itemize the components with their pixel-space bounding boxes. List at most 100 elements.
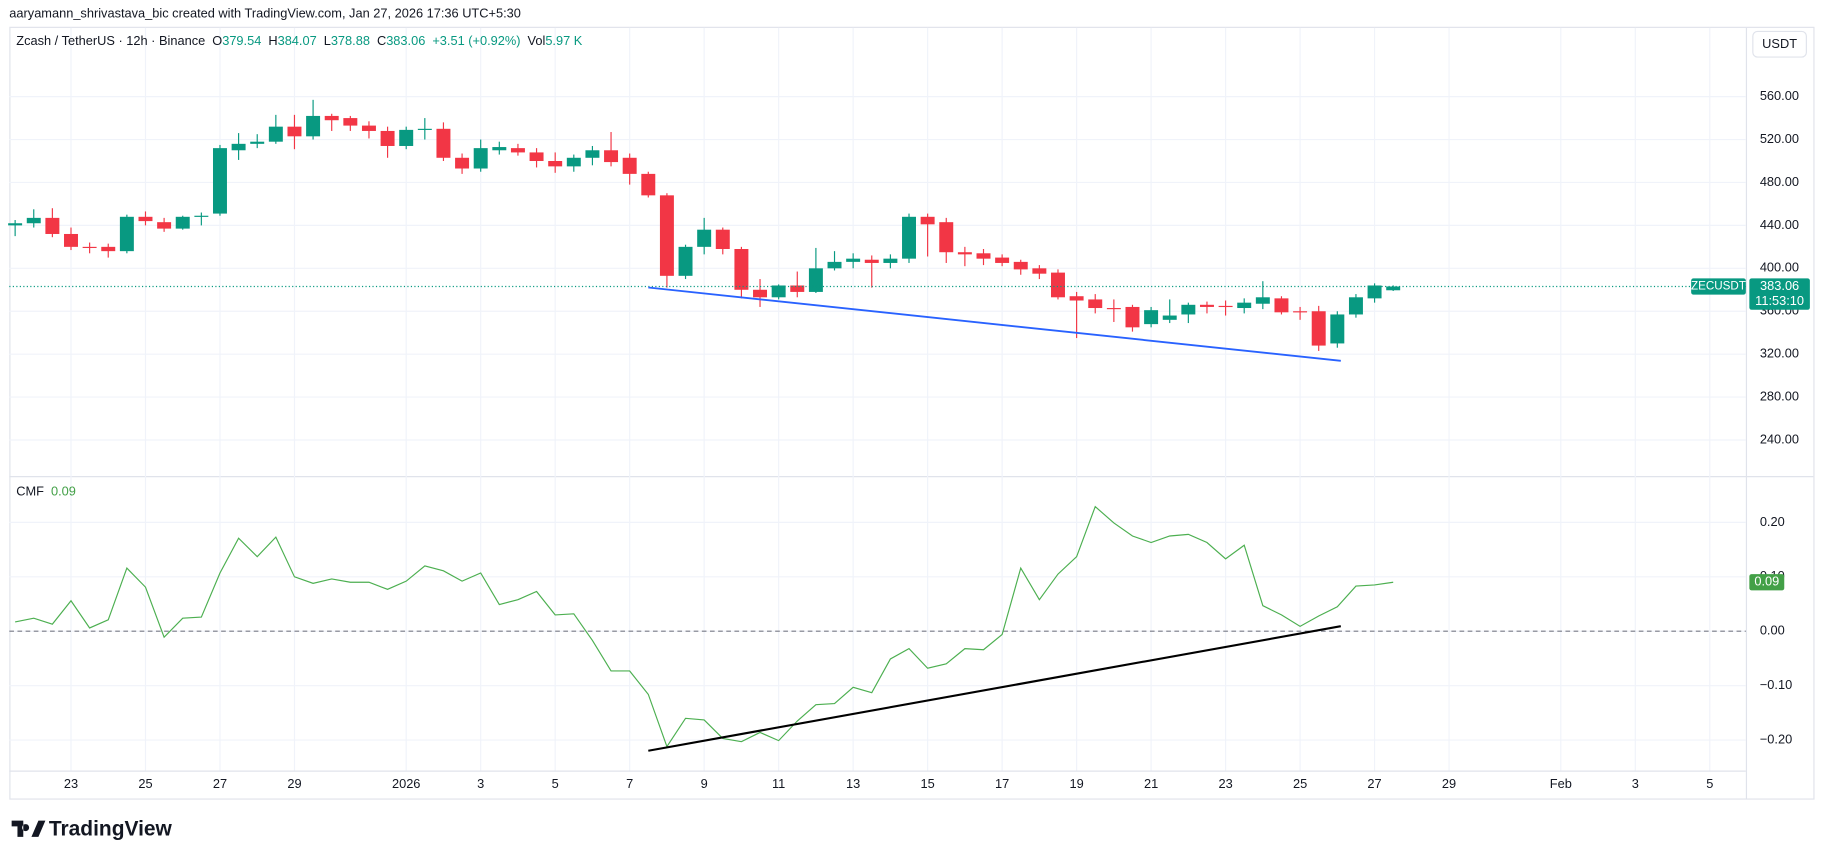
indicator-name: CMF bbox=[16, 484, 44, 499]
x-tick-label: 7 bbox=[626, 776, 633, 791]
candle-body bbox=[45, 217, 60, 234]
legend: Zcash / TetherUS · 12h · Binance O379.54 H… bbox=[16, 33, 582, 48]
brand: TradingView bbox=[49, 817, 173, 840]
candle-body bbox=[157, 222, 172, 229]
x-tick-label: 29 bbox=[287, 776, 301, 791]
last-price: 383.06 bbox=[1760, 278, 1799, 293]
x-tick-label: 23 bbox=[64, 776, 78, 791]
brand-logo: TradingView bbox=[11, 817, 173, 840]
volume-label: Vol bbox=[528, 33, 546, 48]
candle-body bbox=[212, 148, 227, 214]
candle-body bbox=[641, 173, 656, 196]
y-tick-label: 240.00 bbox=[1760, 431, 1799, 446]
y-tick-label: 320.00 bbox=[1760, 346, 1799, 361]
y-tick-label: −0.10 bbox=[1760, 677, 1792, 692]
ohlc-label: O bbox=[212, 33, 222, 48]
labels: 23 25 27 29 2026 3 5 7 9 11 13 15 17 19 21 23 25 27 29 Feb 3… bbox=[16, 33, 1810, 791]
candle-body bbox=[194, 215, 209, 217]
candle-body bbox=[1032, 268, 1047, 274]
candle-body bbox=[473, 148, 488, 169]
legend-title: Zcash / TetherUS · 12h · Binance bbox=[16, 33, 205, 48]
volume: 5.97 K bbox=[545, 33, 582, 48]
x-tick-label: 11 bbox=[772, 776, 785, 791]
candle-body bbox=[939, 222, 954, 253]
candle-body bbox=[734, 249, 749, 290]
candle-body bbox=[268, 126, 283, 142]
candle-body bbox=[1088, 299, 1103, 309]
candle-body bbox=[1293, 311, 1308, 313]
candle-body bbox=[957, 252, 972, 255]
x-tick-label: 25 bbox=[138, 776, 152, 791]
candle-body bbox=[1106, 308, 1121, 310]
candle-body bbox=[1311, 311, 1326, 346]
header-text: aaryamann_shrivastava_bic created with T… bbox=[9, 5, 521, 20]
trend-line bbox=[648, 286, 1341, 362]
currency-box[interactable] bbox=[1752, 30, 1807, 58]
candle-body bbox=[343, 118, 358, 126]
candle-body bbox=[1051, 272, 1065, 298]
indicator-value: 0.09 bbox=[51, 484, 76, 499]
series bbox=[8, 99, 1746, 748]
candle-body bbox=[864, 259, 879, 263]
candle-body bbox=[82, 246, 97, 249]
x-tick-label: 27 bbox=[1367, 776, 1381, 791]
x-tick-label: 21 bbox=[1144, 776, 1158, 791]
y-tick-label: 440.00 bbox=[1760, 217, 1799, 232]
candle-body bbox=[287, 126, 302, 137]
x-tick-label: Feb bbox=[1550, 776, 1572, 791]
value-badge bbox=[1749, 574, 1785, 591]
indicator-legend: CMF 0.09 bbox=[16, 484, 76, 499]
drawings bbox=[648, 286, 1342, 752]
x-tick-label: 2026 bbox=[392, 776, 420, 791]
ohlc-value: 379.54 bbox=[222, 33, 261, 48]
candle-body bbox=[566, 157, 581, 167]
candle-body bbox=[790, 285, 805, 292]
price-badge bbox=[1749, 278, 1810, 310]
candle-body bbox=[846, 258, 861, 262]
candle-body bbox=[1013, 261, 1028, 270]
x-tick-label: 19 bbox=[1069, 776, 1083, 791]
change: +3.51 (+0.92%) bbox=[432, 33, 520, 48]
candle-body bbox=[510, 148, 525, 153]
y-tick-label: 0.20 bbox=[1760, 514, 1785, 529]
symbol-badge bbox=[1691, 278, 1746, 295]
candle-body bbox=[380, 130, 395, 146]
cmf-line bbox=[15, 505, 1394, 748]
candle-body bbox=[827, 261, 842, 269]
y-tick-label: 0.00 bbox=[1760, 623, 1785, 638]
candle-body bbox=[678, 246, 693, 276]
x-tick-label: 17 bbox=[995, 776, 1009, 791]
candle-body bbox=[753, 289, 768, 298]
candle-body bbox=[995, 257, 1010, 263]
x-tick-label: 15 bbox=[921, 776, 935, 791]
y-tick-label: 400.00 bbox=[1760, 260, 1799, 275]
ohlc-value: 384.07 bbox=[278, 33, 317, 48]
candle-body bbox=[64, 233, 78, 247]
frame bbox=[9, 26, 1815, 800]
ohlc-label: H bbox=[268, 33, 277, 48]
candle-body bbox=[1199, 304, 1214, 307]
candle-body bbox=[1330, 314, 1345, 344]
candle-body bbox=[1386, 286, 1401, 291]
candle-body bbox=[902, 216, 916, 259]
ohlc-value: 383.06 bbox=[386, 33, 425, 48]
candle-body bbox=[715, 229, 730, 250]
countdown: 11:53:10 bbox=[1755, 293, 1804, 308]
y-tick-label: 560.00 bbox=[1760, 88, 1799, 103]
trend-line bbox=[648, 625, 1342, 752]
candle-body bbox=[1348, 297, 1363, 315]
candle-body bbox=[231, 143, 246, 151]
candle-body bbox=[529, 152, 544, 162]
candle-body bbox=[604, 150, 619, 163]
ohlc-label: L bbox=[324, 33, 331, 48]
candle-body bbox=[1162, 315, 1177, 320]
x-tick-label: 23 bbox=[1218, 776, 1232, 791]
ohlc-value: 378.88 bbox=[331, 33, 370, 48]
candle-body bbox=[175, 216, 190, 229]
ohlc-label: C bbox=[377, 33, 386, 48]
candle-body bbox=[1181, 304, 1196, 315]
currency[interactable]: USDT bbox=[1762, 36, 1797, 51]
candle-body bbox=[1144, 310, 1159, 325]
candle-body bbox=[8, 223, 23, 226]
